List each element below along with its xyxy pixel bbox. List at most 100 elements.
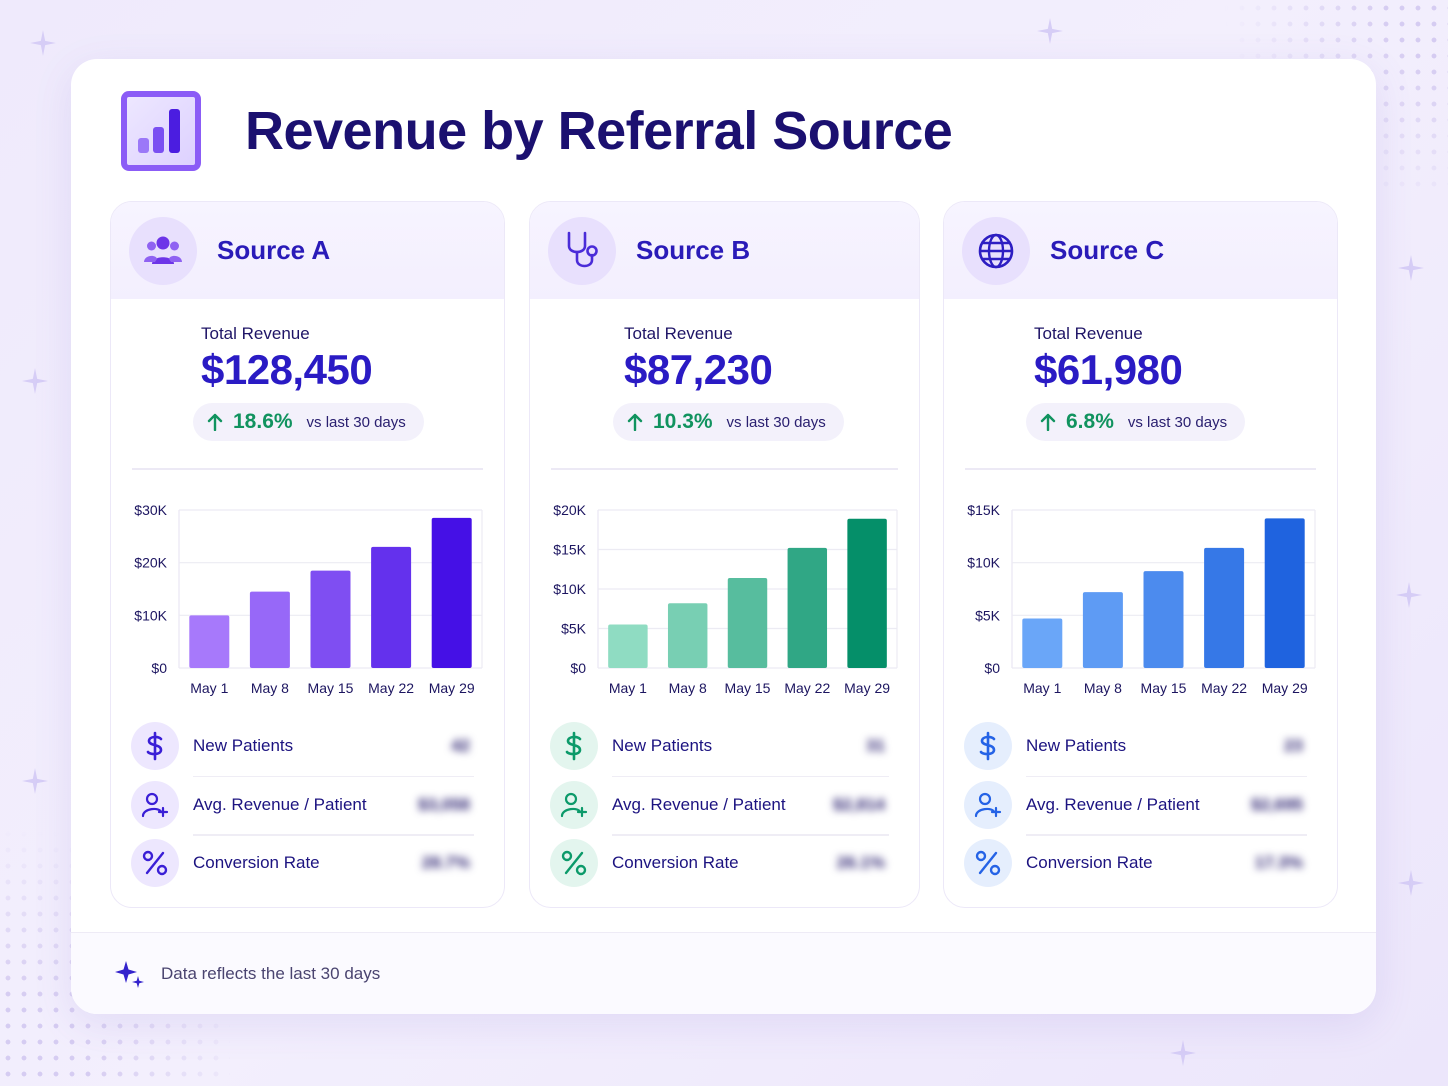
dollar-icon [131, 722, 179, 771]
globe-icon [962, 216, 1030, 285]
revenue-bar-chart: $0 $5K $10K $15K $20K May 1 May 8 May 15 May 22 M… [553, 502, 898, 696]
total-revenue-label: Total Revenue [1034, 324, 1143, 343]
arrow-up-icon [627, 413, 643, 431]
y-tick-label: $10K [134, 607, 167, 623]
change-percent: 18.6% [233, 410, 293, 433]
arrow-up-icon [207, 413, 223, 431]
change-badge: 6.8% vs last 30 days [1026, 403, 1246, 441]
revenue-bar-chart: $0 $5K $10K $15K May 1 May 8 May 15 May 22 May 2… [967, 502, 1316, 696]
y-tick-label: $0 [984, 660, 1000, 676]
bar [310, 570, 351, 668]
bar-chart-logo-icon [121, 91, 201, 171]
metric-value: 26.1% [836, 853, 885, 873]
metric-label: Conversion Rate [1026, 853, 1153, 873]
sparkle-icon [30, 30, 56, 56]
user-plus-icon [964, 780, 1012, 829]
x-tick-label: May 15 [725, 680, 771, 696]
divider [965, 468, 1316, 470]
x-tick-label: May 1 [609, 680, 647, 696]
total-revenue-label: Total Revenue [624, 324, 733, 343]
x-tick-label: May 8 [1084, 680, 1122, 696]
x-tick-label: May 1 [1023, 680, 1061, 696]
sparkle-icon [22, 768, 48, 794]
divider [551, 468, 898, 470]
sparkle-icon [1037, 18, 1063, 44]
metric-row: New Patients 42 [131, 717, 474, 776]
bar [847, 518, 887, 668]
bar [1264, 518, 1305, 668]
metric-label: Conversion Rate [193, 853, 320, 873]
metric-value: 28.7% [421, 853, 470, 873]
divider [132, 468, 483, 470]
change-comparison: vs last 30 days [306, 413, 406, 431]
bar [431, 517, 472, 668]
metric-value: $2,695 [1251, 794, 1303, 814]
source-card-b: Source B Total Revenue $87,230 10.3% vs … [529, 201, 920, 908]
metric-row: Conversion Rate 28.7% [131, 834, 474, 893]
bar [608, 624, 648, 668]
bar [1143, 571, 1184, 668]
metric-value: 42 [451, 736, 470, 756]
metric-label: Avg. Revenue / Patient [612, 794, 786, 814]
x-tick-label: May 15 [308, 680, 354, 696]
y-tick-label: $5K [561, 621, 587, 637]
x-tick-label: May 8 [669, 680, 707, 696]
sparkle-icon [1396, 582, 1422, 608]
sparkle-icon [22, 368, 48, 394]
bar [371, 546, 412, 668]
y-tick-label: $0 [570, 660, 586, 676]
revenue-bar-chart: $0 $10K $20K $30K May 1 May 8 May 15 May 22 May … [134, 502, 483, 696]
page-title: Revenue by Referral Source [245, 101, 953, 161]
bar [667, 603, 708, 668]
y-tick-label: $15K [553, 542, 586, 558]
dollar-icon [964, 722, 1012, 771]
users-icon [129, 216, 197, 285]
metric-label: Avg. Revenue / Patient [193, 794, 367, 814]
y-tick-label: $0 [151, 660, 167, 676]
change-comparison: vs last 30 days [1127, 413, 1228, 431]
x-tick-label: May 22 [1201, 680, 1247, 696]
metrics-list: New Patients 42 Avg. Revenue / Patient $… [131, 717, 474, 893]
change-percent: 6.8% [1066, 410, 1114, 433]
source-card-a: Source A Total Revenue $128,450 18.6% vs… [110, 201, 505, 908]
total-revenue-label: Total Revenue [201, 324, 310, 343]
y-tick-label: $20K [553, 502, 586, 518]
bar [1204, 547, 1245, 668]
footer: Data reflects the last 30 days [71, 932, 1376, 1014]
metric-row: Avg. Revenue / Patient $3,058 [131, 775, 474, 835]
y-tick-label: $20K [134, 555, 167, 571]
card-header: Source C [944, 202, 1337, 299]
metric-row: Avg. Revenue / Patient $2,814 [550, 775, 889, 835]
percent-icon [131, 839, 179, 888]
footer-note: Data reflects the last 30 days [161, 963, 381, 983]
bar [1082, 592, 1123, 668]
y-tick-label: $30K [134, 502, 167, 518]
user-plus-icon [550, 780, 598, 829]
x-tick-label: May 29 [1262, 680, 1308, 696]
total-revenue: Total Revenue $87,230 [624, 324, 773, 394]
x-tick-label: May 1 [190, 680, 228, 696]
metric-label: New Patients [193, 736, 294, 756]
arrow-up-icon [1040, 413, 1056, 431]
page-header: Revenue by Referral Source [121, 91, 953, 171]
sparkle-icon [1170, 1040, 1196, 1066]
card-header: Source B [530, 202, 919, 299]
card-title: Source B [636, 235, 751, 265]
dashboard-panel: Revenue by Referral Source Source A Tota… [71, 59, 1376, 1014]
bar [189, 615, 230, 668]
sparkle-icon [1398, 255, 1424, 281]
user-plus-icon [131, 780, 179, 829]
metric-row: New Patients 31 [550, 717, 889, 776]
x-tick-label: May 29 [429, 680, 475, 696]
bar [787, 547, 828, 668]
x-tick-label: May 22 [368, 680, 414, 696]
metric-row: New Patients 23 [964, 717, 1307, 776]
total-revenue-value: $61,980 [1034, 346, 1183, 393]
metric-label: New Patients [1026, 736, 1127, 756]
metrics-list: New Patients 23 Avg. Revenue / Patient $… [964, 717, 1307, 893]
metric-value: 17.3% [1254, 853, 1303, 873]
change-percent: 10.3% [653, 410, 713, 433]
card-title: Source A [217, 235, 331, 265]
metric-row: Conversion Rate 17.3% [964, 834, 1307, 893]
sparkle-icon [115, 960, 144, 988]
